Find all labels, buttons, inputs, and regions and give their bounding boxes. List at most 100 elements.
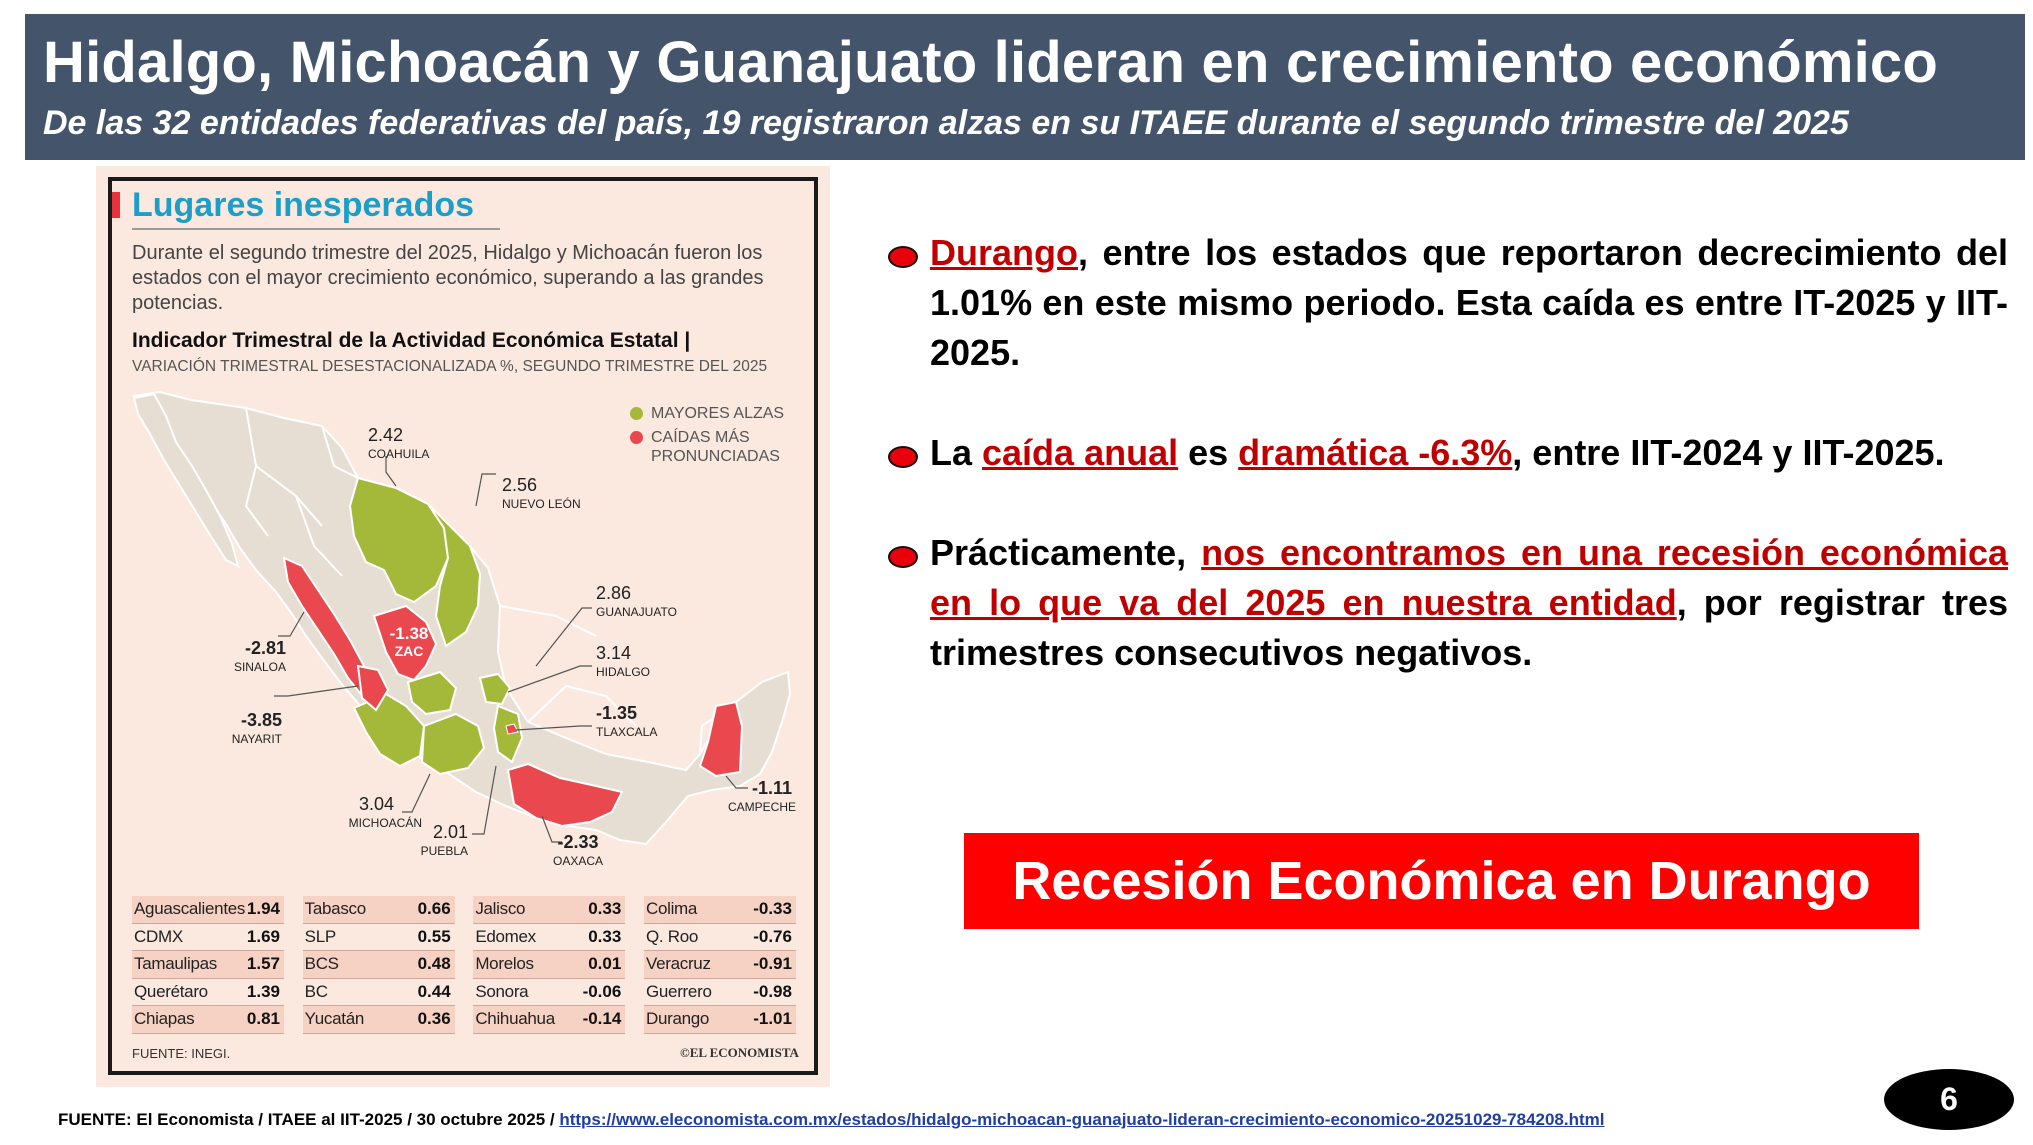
table-cell-value: 0.48 [417, 954, 451, 974]
table-cell-state: SLP [304, 926, 337, 946]
table-cell-value: -0.14 [582, 1009, 622, 1029]
table-row: Chiapas 0.81 [132, 1006, 284, 1034]
table-cell-state: Aguascalientes [134, 899, 246, 919]
table-cell-value: 0.44 [417, 981, 451, 1001]
map-name-nuevo-leon: NUEVO LEÓN [502, 496, 581, 511]
footer-source-link[interactable]: https://www.eleconomista.com.mx/estados/… [559, 1110, 1605, 1129]
map-name-guanajuato: GUANAJUATO [596, 605, 677, 619]
table-cell-state: Tabasco [304, 899, 367, 919]
legend-label-up: MAYORES ALZAS [651, 405, 785, 422]
table-row: Guerrero -0.98 [643, 979, 796, 1006]
map-legend: MAYORES ALZAS CAÍDAS MÁS PRONUNCIADAS [630, 404, 784, 471]
indicator-subtitle: VARIACIÓN TRIMESTRAL DESESTACIONALIZADA … [132, 358, 768, 375]
table-row: Chihuahua -0.14 [473, 1006, 626, 1034]
infographic-title: Lugares inesperados [132, 186, 475, 224]
table-cell-state: Jalisco [475, 899, 526, 919]
table-cell-value: 0.81 [246, 1009, 280, 1029]
table-cell-state: Veracruz [645, 954, 711, 974]
map-baja-california [132, 392, 240, 568]
table-row: Jalisco 0.33 [473, 896, 626, 924]
map-name-michoacan: MICHOACÁN [349, 815, 422, 830]
table-row: Aguascalientes 1.94 [132, 896, 284, 924]
table-cell-state: Edomex [475, 926, 536, 946]
title-underline [132, 228, 500, 230]
map-name-oaxaca: OAXACA [553, 854, 603, 868]
bullet-list: Durango, entre los estados que reportaro… [888, 228, 2008, 728]
table-row: Edomex 0.33 [473, 924, 626, 951]
highlight-dramatic: dramática -6.3% [1238, 432, 1513, 473]
bullet-text: , entre los estados que reportaron decre… [930, 232, 2008, 373]
map-name-zacatecas: ZAC [395, 643, 424, 659]
table-cell-value: -1.01 [753, 1009, 792, 1029]
table-cell-value: 0.55 [417, 926, 451, 946]
table-row: Morelos 0.01 [473, 951, 626, 979]
table-row: BC 0.44 [302, 979, 455, 1006]
bullet-text-pre: La [930, 432, 983, 473]
table-column-2: Tabasco 0.66 SLP 0.55 BCS 0.48 BC 0.44 Yucat… [302, 896, 455, 1034]
table-cell-state: CDMX [134, 926, 183, 946]
state-values-table: Aguascalientes 1.94 CDMX 1.69 Tamaulipas 1.… [132, 896, 796, 1034]
map-state-hidalgo [478, 672, 512, 706]
map-state-guanajuato [406, 670, 458, 716]
map-value-michoacan: 3.04 [359, 794, 394, 814]
footer-source-text: FUENTE: El Economista / ITAEE al IIT-202… [58, 1110, 560, 1129]
map-state-tlaxcala [505, 723, 519, 735]
bullet-item-durango: Durango, entre los estados que reportaro… [888, 228, 2008, 378]
bullet-item-annual-drop: La caída anual es dramática -6.3%, entre… [888, 428, 2008, 478]
infographic-panel: Lugares inesperados Durante el segundo t… [96, 166, 830, 1087]
map-name-puebla: PUEBLA [421, 844, 468, 858]
table-row: Yucatán 0.36 [302, 1006, 455, 1034]
table-row: Durango -1.01 [643, 1006, 796, 1034]
table-cell-state: Durango [645, 1009, 710, 1029]
legend-item-up: MAYORES ALZAS [630, 404, 784, 423]
table-row: Querétaro 1.39 [132, 979, 284, 1006]
map-state-nayarit [356, 664, 390, 712]
map-value-sinaloa: -2.81 [245, 638, 286, 658]
map-value-oaxaca: -2.33 [557, 832, 598, 852]
bullet-dot-icon [888, 446, 918, 468]
map-state-oaxaca [506, 762, 624, 828]
table-row: Veracruz -0.91 [643, 951, 796, 979]
table-cell-value: 0.01 [588, 954, 622, 974]
table-cell-state: BCS [304, 954, 339, 974]
map-state-zacatecas [372, 604, 438, 682]
table-cell-state: Sonora [475, 981, 529, 1001]
infographic-border [108, 177, 818, 1075]
table-cell-value: 1.69 [246, 926, 280, 946]
publisher-logo: ©EL ECONOMISTA [680, 1045, 799, 1060]
table-cell-value: 0.33 [588, 926, 622, 946]
map-value-hidalgo: 3.14 [596, 643, 631, 663]
indicator-title: Indicador Trimestral de la Actividad Eco… [132, 329, 691, 352]
table-cell-state: Yucatán [304, 1009, 365, 1029]
map-value-coahuila: 2.42 [368, 425, 403, 445]
legend-label-down-1: CAÍDAS MÁS [651, 429, 750, 446]
recession-banner: Recesión Económica en Durango [964, 833, 1919, 929]
bullet-text-pre: Prácticamente, [930, 532, 1202, 573]
table-row: Tamaulipas 1.57 [132, 951, 284, 979]
bullet-dot-icon [888, 246, 918, 268]
slide-header: Hidalgo, Michoacán y Guanajuato lideran … [25, 14, 2025, 160]
table-cell-state: Tamaulipas [134, 954, 217, 974]
map-state-michoacan [420, 712, 486, 776]
highlight-annual-drop: caída anual [982, 432, 1179, 473]
table-cell-value: 1.57 [246, 954, 280, 974]
map-value-guanajuato: 2.86 [596, 583, 631, 603]
table-cell-state: Guerrero [645, 981, 712, 1001]
mexico-map: 2.42 COAHUILA 2.56 NUEVO LEÓN 2.86 GUANA… [132, 390, 796, 868]
map-name-coahuila: COAHUILA [368, 447, 429, 461]
table-cell-value: 0.36 [417, 1009, 451, 1029]
bullet-text-post: , por registrar tres trimestres consecut… [930, 582, 2008, 673]
map-value-puebla: 2.01 [433, 822, 468, 842]
title-accent-bar [112, 192, 120, 218]
page-number-badge: 6 [1884, 1069, 2014, 1130]
table-cell-state: Colima [645, 899, 698, 919]
table-row: Sonora -0.06 [473, 979, 626, 1006]
table-cell-value: 0.66 [417, 899, 451, 919]
table-cell-state: Chiapas [134, 1009, 195, 1029]
table-cell-value: -0.06 [582, 981, 622, 1001]
map-state-nuevo-leon [427, 503, 482, 648]
table-cell-state: BC [304, 981, 328, 1001]
table-cell-value: -0.98 [753, 981, 792, 1001]
slide-footer: FUENTE: El Economista / ITAEE al IIT-202… [58, 1110, 1605, 1130]
map-name-sinaloa: SINALOA [234, 660, 286, 674]
